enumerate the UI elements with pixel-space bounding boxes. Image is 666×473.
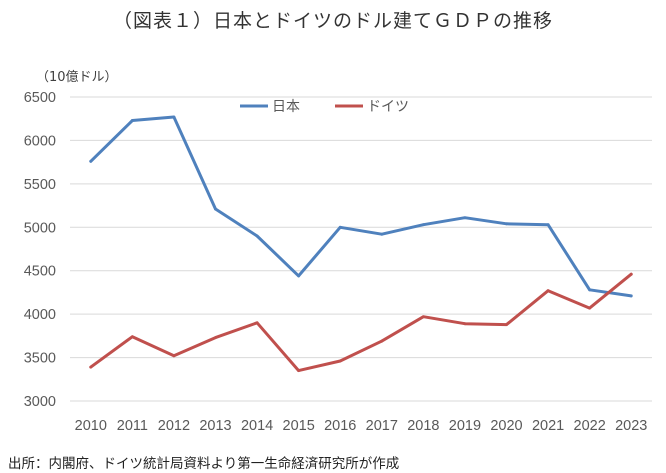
- x-tick-label: 2015: [283, 418, 315, 434]
- data-point: [629, 272, 633, 276]
- y-axis-ticks: 6500 6000 5500 5000 4500 4000 3500 3000: [24, 90, 56, 410]
- y-tick-label: 4000: [24, 307, 56, 323]
- data-point: [380, 339, 384, 343]
- x-tick-label: 2023: [615, 418, 647, 434]
- data-point: [380, 232, 384, 236]
- y-tick-label: 5000: [24, 220, 56, 236]
- x-tick-label: 2020: [490, 418, 522, 434]
- data-point: [463, 322, 467, 326]
- data-point: [172, 354, 176, 358]
- source-note: 出所：内閣府、ドイツ統計局資料より第一生命経済研究所が作成: [8, 456, 400, 472]
- y-tick-label: 3500: [24, 351, 56, 367]
- y-tick-label: 5500: [24, 177, 56, 193]
- data-point: [546, 289, 550, 293]
- legend-label-0: 日本: [272, 99, 300, 115]
- data-point: [505, 222, 508, 226]
- data-point: [297, 369, 301, 372]
- data-point: [89, 365, 93, 369]
- chart-title: （図表１）日本とドイツのドル建てＧＤＰの推移: [112, 10, 553, 32]
- data-point: [214, 336, 217, 339]
- y-tick-label: 3000: [24, 394, 56, 410]
- x-tick-label: 2017: [366, 418, 398, 434]
- x-tick-label: 2016: [324, 418, 356, 434]
- data-point: [505, 323, 508, 326]
- data-point: [255, 321, 259, 325]
- data-point: [546, 223, 550, 227]
- data-point: [255, 234, 259, 238]
- data-point: [89, 159, 93, 163]
- data-point: [629, 294, 633, 298]
- data-point: [338, 359, 342, 363]
- legend-label-1: ドイツ: [367, 99, 409, 115]
- x-tick-label: 2010: [75, 418, 107, 434]
- y-tick-label: 6500: [24, 90, 56, 106]
- x-tick-label: 2012: [158, 418, 190, 434]
- series-lines: [89, 115, 633, 373]
- x-tick-label: 2019: [449, 418, 481, 434]
- y-axis-unit-label: （10億ドル）: [36, 70, 118, 85]
- x-tick-label: 2018: [407, 418, 439, 434]
- data-point: [130, 335, 134, 339]
- x-tick-label: 2022: [574, 418, 606, 434]
- x-tick-label: 2011: [117, 418, 148, 434]
- x-tick-label: 2014: [241, 418, 273, 434]
- data-point: [338, 225, 342, 229]
- data-point: [421, 223, 425, 227]
- data-point: [130, 119, 134, 122]
- data-point: [214, 207, 217, 211]
- x-tick-label: 2021: [532, 418, 564, 434]
- y-tick-label: 6000: [24, 133, 56, 149]
- data-point: [588, 288, 592, 292]
- data-point: [463, 216, 467, 220]
- series-line-1: [89, 272, 633, 373]
- data-point: [588, 306, 592, 310]
- data-point: [421, 315, 425, 319]
- data-point: [172, 115, 176, 119]
- x-tick-label: 2013: [199, 418, 231, 434]
- x-axis-ticks: 2010 2011 2012 2013 2014 2015 2016 2017 2018 2019…: [75, 418, 648, 434]
- series-line-0: [89, 115, 633, 298]
- legend: 日本 ドイツ: [240, 99, 409, 115]
- data-point: [297, 274, 301, 278]
- y-tick-label: 4500: [24, 264, 56, 280]
- gridlines: [70, 96, 652, 402]
